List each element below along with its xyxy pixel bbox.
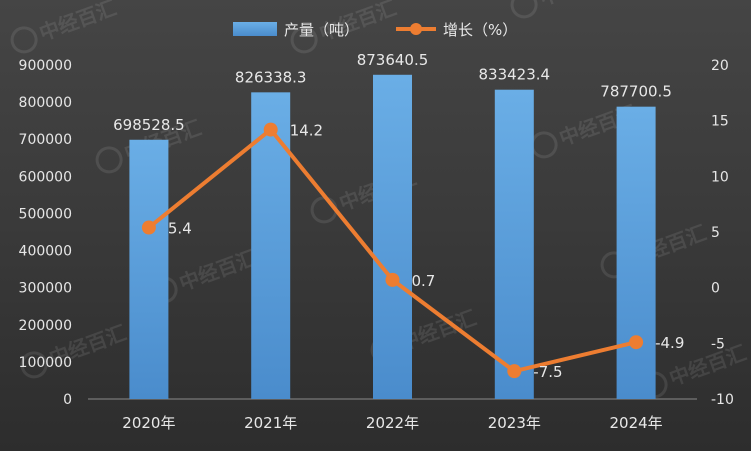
bar — [616, 106, 656, 399]
watermark-logo-icon — [10, 26, 38, 54]
growth-value-label: -7.5 — [533, 363, 562, 381]
watermark-text: 中经百汇 — [36, 0, 119, 45]
y-left-tick-label: 100000 — [19, 355, 72, 371]
x-tick-label: 2020年 — [122, 414, 175, 432]
x-tick-label: 2024年 — [610, 414, 663, 432]
watermark-text: 中经百汇 — [536, 0, 619, 10]
y-left-tick-label: 200000 — [19, 318, 72, 334]
x-tick-label: 2021年 — [244, 414, 297, 432]
line-point — [141, 220, 156, 235]
watermark-logo-icon — [20, 351, 48, 379]
bar-series — [129, 74, 656, 400]
legend-line-marker — [410, 23, 422, 35]
y-left-tick-label: 500000 — [19, 206, 72, 222]
y-left-tick-label: 700000 — [19, 132, 72, 148]
bar-value-label: 833423.4 — [479, 66, 551, 84]
bar — [129, 139, 169, 399]
watermark-logo-icon — [310, 196, 338, 224]
data-labels: 698528.5 826338.3 873640.5 833423.4 787700.5… — [113, 51, 684, 381]
line-point — [385, 272, 400, 287]
y-left-tick-label: 900000 — [19, 58, 72, 74]
bar-value-label: 787700.5 — [600, 83, 672, 101]
y-left-tick-label: 300000 — [19, 281, 72, 297]
watermark-text: 中经百汇 — [176, 245, 259, 295]
line-point — [629, 335, 644, 350]
growth-value-label: -4.9 — [655, 334, 684, 352]
bar-value-label: 698528.5 — [113, 116, 185, 134]
watermark-logo-icon — [95, 146, 123, 174]
legend: 产量（吨） 增长（%） — [233, 21, 517, 39]
y-left-tick-label: 600000 — [19, 169, 72, 185]
x-tick-label: 2022年 — [366, 414, 419, 432]
x-tick-label: 2023年 — [488, 414, 541, 432]
legend-label-line: 增长（%） — [443, 21, 517, 39]
growth-value-label: 5.4 — [168, 220, 192, 238]
axes: 0 100000 200000 300000 400000 500000 600000 700… — [19, 58, 734, 432]
y-right-tick-label: 5 — [711, 225, 720, 241]
bar-value-label: 826338.3 — [235, 68, 307, 86]
y-left-tick-label: 0 — [63, 392, 72, 408]
watermark-logo-icon — [510, 0, 538, 19]
line-series — [141, 122, 644, 379]
y-right-tick-label: 15 — [711, 114, 729, 130]
y-right-tick-label: -10 — [711, 392, 734, 408]
legend-bar-swatch — [233, 22, 277, 36]
y-left-tick-label: 800000 — [19, 95, 72, 111]
y-right-tick-label: 20 — [711, 58, 729, 74]
growth-value-label: 0.7 — [412, 272, 436, 290]
legend-label-bar: 产量（吨） — [284, 21, 359, 39]
growth-value-label: 14.2 — [290, 122, 323, 140]
y-right-tick-label: -5 — [711, 336, 725, 352]
watermark: 中经百汇 — [510, 0, 619, 19]
bar — [494, 89, 534, 400]
bar — [373, 74, 412, 400]
y-right-tick-label: 0 — [711, 281, 720, 297]
line-point — [507, 364, 522, 379]
watermark: 中经百汇 — [10, 0, 119, 54]
line-point — [263, 122, 278, 137]
bar-value-label: 873640.5 — [357, 51, 429, 69]
y-left-tick-label: 400000 — [19, 244, 72, 260]
watermark-logo-icon — [290, 26, 318, 54]
y-right-tick-label: 10 — [711, 169, 729, 185]
